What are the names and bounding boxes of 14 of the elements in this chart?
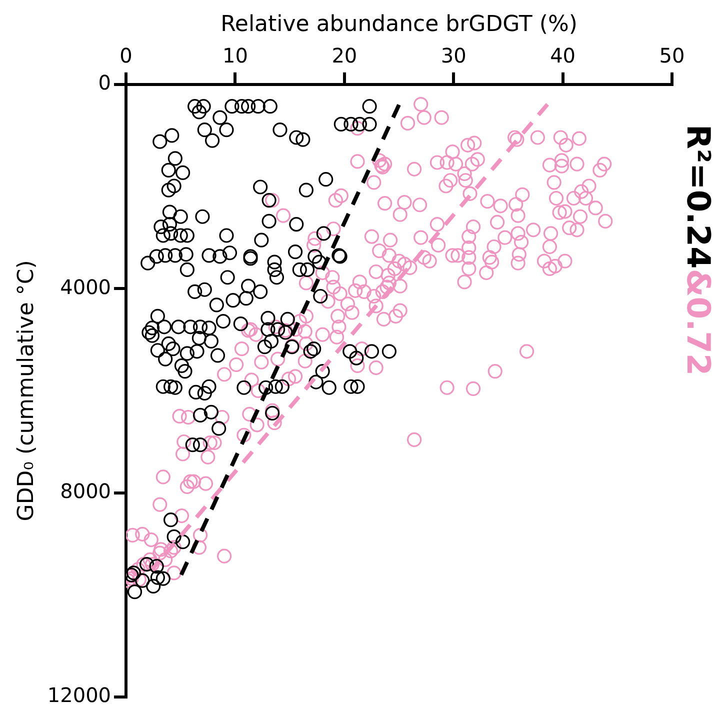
x-tick-label: 10: [222, 44, 248, 68]
x-axis-title: Relative abundance brGDGT (%): [220, 12, 578, 37]
y-tick-label: 4000: [60, 274, 112, 299]
y-tick-label: 0: [98, 70, 112, 95]
y-tick-label: 12000: [47, 683, 112, 708]
x-tick-label: 30: [440, 44, 466, 68]
x-tick-label: 50: [659, 44, 685, 68]
text: &0.72: [680, 268, 717, 376]
x-tick-label: 20: [332, 44, 358, 68]
x-tick-label: 40: [550, 44, 576, 68]
text: R²=0.24: [680, 124, 717, 269]
y-axis-title: GDD₀ (cummulative °C): [14, 260, 39, 522]
y-tick-label: 8000: [60, 479, 112, 504]
x-tick-label: 0: [120, 44, 132, 68]
